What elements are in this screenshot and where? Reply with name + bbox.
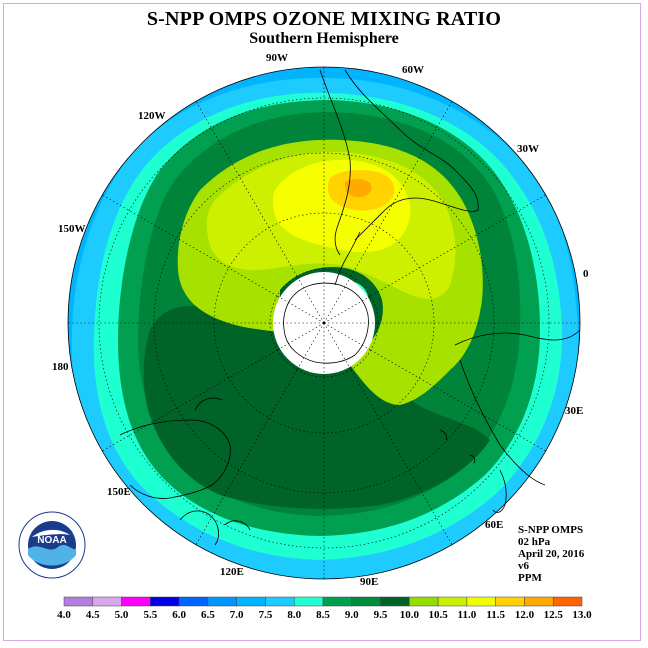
colorbar-swatch — [92, 596, 122, 607]
info-units: PPM — [518, 572, 542, 584]
colorbar-swatch — [150, 596, 180, 607]
colorbar-swatch — [293, 596, 324, 607]
indian-ocean-islands — [439, 429, 476, 464]
lon-label-30e: 30E — [565, 405, 583, 417]
info-date: April 20, 2016 — [518, 548, 585, 560]
africa-coast — [454, 329, 581, 486]
colorbar-tick-label: 13.0 — [572, 609, 592, 621]
noaa-logo: NOAA — [18, 511, 86, 579]
lon-label-30w: 30W — [517, 143, 539, 155]
meridian-line — [350, 101, 453, 277]
map-title: S-NPP OMPS OZONE MIXING RATIO — [146, 8, 502, 30]
lon-label-60e: 60E — [485, 519, 503, 531]
info-level: 02 hPa — [518, 536, 551, 548]
colorbar-tick-label: 9.5 — [374, 609, 388, 621]
colorbar-swatch — [466, 596, 496, 607]
meridian-line — [195, 101, 298, 277]
colorbar-swatch — [207, 596, 237, 607]
coastlines — [119, 69, 581, 546]
lon-label-120e: 120E — [220, 566, 244, 578]
info-instrument: S-NPP OMPS — [518, 524, 584, 536]
colorbar-tick-label: 5.5 — [143, 609, 157, 621]
colorbar-swatch — [524, 596, 554, 607]
meridian-line — [370, 349, 546, 452]
colorbar-swatch — [265, 596, 295, 607]
colorbar-swatch — [351, 596, 381, 607]
zone-9-0-lobe — [143, 306, 490, 509]
meridian-inner — [323, 295, 371, 324]
image-frame — [3, 3, 641, 641]
longitude-labels: 90W 60W 30W 120W 150W 180 0 30E 60E 90E … — [52, 52, 589, 588]
colorbar-swatch — [495, 596, 525, 607]
graticule — [68, 67, 580, 579]
info-version: v6 — [518, 560, 529, 572]
lon-label-90w: 90W — [266, 52, 288, 64]
colorbar-tick-label: 10.0 — [400, 609, 420, 621]
antarctica-coast — [283, 282, 369, 364]
meridian-inner — [296, 322, 325, 370]
info-block: S-NPP OMPS 02 hPa April 20, 2016 v6 PPM — [518, 524, 584, 584]
colorbar-tick-label: 12.0 — [515, 609, 535, 621]
colorbar-tick-label: 12.5 — [544, 609, 564, 621]
colorbar-tick-label: 4.0 — [57, 609, 71, 621]
lon-label-120w: 120W — [138, 110, 166, 122]
colorbar-swatch — [236, 596, 266, 607]
colorbar-swatch — [409, 596, 439, 607]
meridian-line — [102, 349, 278, 452]
noaa-logo-text: NOAA — [37, 535, 66, 546]
colorbar-swatches — [63, 596, 583, 607]
meridian-line — [350, 369, 453, 545]
colorbar-tick-label: 11.0 — [458, 609, 477, 621]
south-pole — [322, 321, 326, 325]
australia-coast — [119, 397, 231, 499]
colorbar-tick-label: 6.0 — [172, 609, 186, 621]
colorbar-tick-label: 9.0 — [345, 609, 359, 621]
colorbar-tick-label: 4.5 — [86, 609, 100, 621]
colorbar-tick-label: 10.5 — [428, 609, 448, 621]
new-zealand-coast — [179, 510, 251, 546]
colorbar-swatch — [552, 596, 583, 607]
colorbar-tick-label: 8.0 — [287, 609, 301, 621]
meridian-inner — [323, 322, 371, 351]
colorbar-tick-label: 5.0 — [115, 609, 129, 621]
lon-label-90e: 90E — [360, 576, 378, 588]
meridian-line — [102, 194, 278, 297]
colorbar-swatch — [63, 596, 94, 607]
meridian-inner — [323, 276, 352, 324]
colorbar-swatch — [121, 596, 151, 607]
meridian-inner — [277, 322, 325, 351]
lon-label-150w: 150W — [58, 223, 86, 235]
colorbar-swatch — [322, 596, 353, 607]
meridian-line — [370, 194, 546, 297]
zone-11-5 — [345, 179, 372, 198]
map-border — [67, 66, 581, 580]
colorbar-tick-label: 8.5 — [316, 609, 330, 621]
colorbar-swatch — [380, 596, 410, 607]
lon-label-0: 0 — [583, 268, 589, 280]
meridians — [68, 67, 580, 579]
colorbar-swatch — [437, 596, 468, 607]
meridian-inner — [277, 295, 325, 324]
lon-label-60w: 60W — [402, 64, 424, 76]
lon-label-150e: 150E — [107, 486, 131, 498]
colorbar-swatch — [178, 596, 209, 607]
map-subtitle: Southern Hemisphere — [249, 30, 399, 47]
colorbar-tick-label: 6.5 — [201, 609, 215, 621]
meridian-line — [195, 369, 298, 545]
meridian-inner — [323, 322, 352, 370]
south-america-coast — [319, 69, 479, 256]
lon-label-180: 180 — [52, 361, 69, 373]
colorbar-tick-labels: 4.0 4.5 5.0 5.5 6.0 6.5 7.0 7.5 8.0 8.5 9.0 9.5 10.0… — [57, 609, 592, 621]
colorbar-tick-label: 7.0 — [230, 609, 244, 621]
lat-circle-4 — [98, 97, 550, 549]
colorbar-tick-label: 11.5 — [486, 609, 505, 621]
meridian-inner — [296, 276, 325, 324]
colorbar-tick-label: 7.5 — [259, 609, 273, 621]
